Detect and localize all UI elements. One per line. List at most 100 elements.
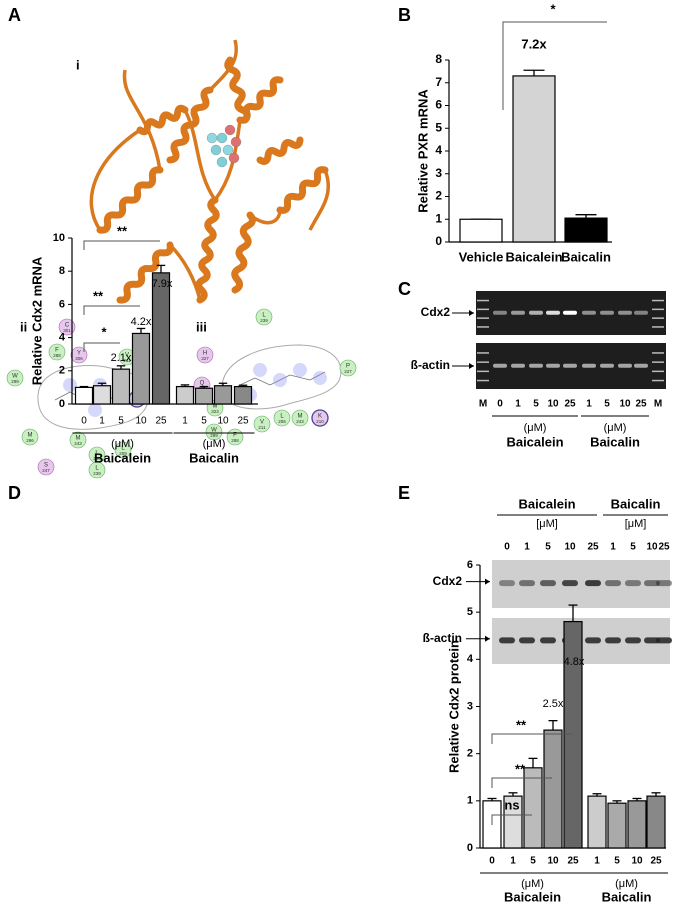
x-tick-label: 1 — [182, 416, 188, 427]
ligand-bond — [269, 374, 291, 386]
residue-number: 288 — [53, 353, 61, 358]
residue-code: L — [121, 446, 125, 452]
lane-label: M — [479, 399, 487, 410]
x-tick-label: 25 — [567, 856, 579, 867]
band-label: ß-actin — [423, 631, 462, 645]
ligand-atom — [206, 132, 218, 144]
y-tick-label: 6 — [59, 298, 65, 310]
group-unit: [μM] — [536, 518, 558, 530]
lane-label: 1 — [515, 399, 521, 410]
panel-label: B — [398, 5, 411, 25]
bar — [111, 368, 131, 405]
y-tick-label: 2 — [59, 365, 65, 377]
ligand-atom — [216, 156, 228, 168]
protein-helix — [276, 166, 329, 214]
ligand-atom — [224, 124, 236, 136]
residue-code: C — [65, 323, 70, 329]
bar — [646, 795, 666, 849]
lane-label: 25 — [635, 399, 647, 410]
x-tick-label: 10 — [547, 856, 559, 867]
residue-code: W — [211, 428, 217, 434]
ligand-atom — [216, 132, 228, 144]
bar — [587, 795, 607, 849]
gel-band — [493, 363, 507, 368]
x-tick-label: 0 — [489, 856, 495, 867]
residue — [70, 346, 88, 364]
protein-loop — [122, 69, 162, 171]
ligand-shading — [273, 373, 287, 387]
protein-helix — [231, 211, 256, 294]
significance-bracket — [502, 21, 607, 110]
bar — [74, 386, 94, 405]
panel-label: i — [76, 57, 80, 72]
residue — [311, 409, 329, 427]
bar — [543, 729, 563, 849]
blot-band — [625, 580, 641, 587]
significance-label: ** — [515, 761, 526, 776]
panel-label: iii — [196, 319, 207, 334]
residue-code: L — [262, 313, 266, 319]
x-tick-label: 1 — [99, 416, 105, 427]
ligand-atom — [228, 152, 240, 164]
band-label: ß-actin — [411, 358, 450, 372]
ladder-band — [652, 352, 664, 354]
gel-band — [546, 363, 560, 368]
protein-loop — [183, 109, 217, 201]
residue-number: 210 — [316, 419, 324, 424]
residue — [339, 359, 357, 377]
y-tick-label: 3 — [435, 166, 442, 180]
significance-label: ns — [504, 797, 519, 812]
significance-label: * — [101, 324, 107, 339]
fold-label: 4.2x — [131, 316, 152, 328]
blot-band — [625, 637, 641, 644]
residue-number: 288 — [231, 438, 239, 443]
x-tick-label: 10 — [135, 416, 147, 427]
protein-loop — [89, 128, 141, 231]
residue-code: M — [298, 414, 303, 420]
residue-code: S — [44, 463, 48, 469]
bar — [459, 218, 503, 243]
ligand-atom — [210, 144, 222, 156]
lane-label: 5 — [630, 542, 636, 553]
y-tick-label: 2 — [435, 189, 442, 203]
gel-band — [511, 310, 525, 315]
lane-label: 1 — [586, 399, 592, 410]
x-tick-label: 5 — [201, 416, 207, 427]
y-axis-label: Relative PXR mRNA — [415, 89, 430, 213]
x-tick-label: 1 — [510, 856, 516, 867]
bar — [503, 795, 523, 849]
band-arrowhead — [485, 635, 490, 642]
panel-label: D — [8, 483, 21, 503]
protein-loop — [168, 243, 202, 301]
group-name: Baicalein — [94, 450, 151, 465]
protein-helix — [96, 166, 164, 234]
x-tick-label: 25 — [650, 856, 662, 867]
y-tick-label: 4 — [467, 653, 474, 665]
residue — [88, 461, 106, 479]
residue-number: 299 — [210, 433, 218, 438]
lane-label: M — [654, 399, 662, 410]
gel-band — [618, 363, 632, 368]
y-tick-label: 5 — [435, 120, 442, 134]
ladder-band — [652, 317, 664, 319]
bar — [233, 385, 253, 405]
lane-label: 10 — [547, 399, 559, 410]
gel-band — [600, 310, 614, 315]
residue-code: M — [76, 436, 81, 442]
bar — [131, 332, 151, 405]
gel-band — [582, 310, 596, 315]
y-tick-label: 4 — [435, 143, 442, 157]
residue-code: M — [28, 433, 33, 439]
residue — [255, 308, 273, 326]
blot-band — [519, 637, 535, 644]
y-tick-label: 6 — [435, 98, 442, 112]
group-unit: (μM) — [111, 438, 134, 450]
residue — [37, 458, 55, 476]
lane-label: 5 — [533, 399, 539, 410]
residue-number: 243 — [296, 419, 304, 424]
ladder-band — [477, 361, 489, 363]
band-label: Cdx2 — [421, 305, 451, 319]
group-unit: [μM] — [625, 518, 647, 530]
band-arrowhead — [469, 363, 474, 369]
fold-label: 7.2x — [521, 36, 547, 51]
